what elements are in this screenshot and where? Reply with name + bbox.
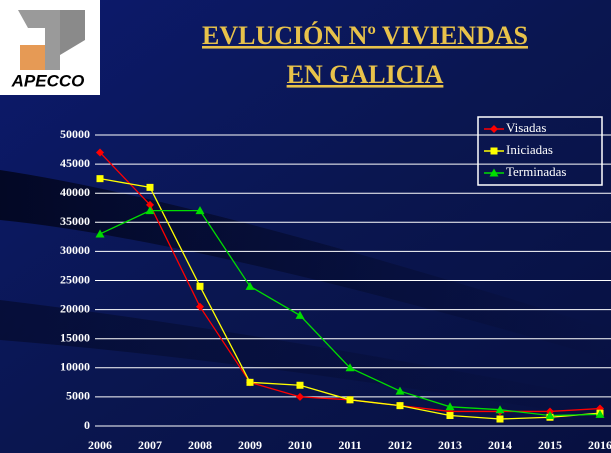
swoosh: [0, 170, 611, 360]
marker: [96, 148, 104, 157]
marker: [496, 415, 504, 423]
marker: [246, 378, 254, 386]
legend-marker: [490, 147, 498, 155]
marker: [245, 281, 255, 290]
marker: [196, 302, 204, 311]
logo: APECCO: [0, 0, 100, 95]
y-tick-label: 40000: [60, 185, 90, 199]
logo-text: APECCO: [11, 71, 85, 90]
legend-marker: [490, 125, 498, 133]
swoosh: [0, 300, 611, 420]
marker: [445, 402, 455, 411]
marker: [146, 200, 154, 209]
y-tick-label: 20000: [60, 301, 90, 315]
logo-shape: [18, 10, 60, 70]
x-tick-label: 2013: [438, 438, 462, 452]
marker: [96, 175, 104, 183]
marker: [345, 363, 355, 372]
marker: [346, 396, 354, 404]
legend-marker: [489, 168, 499, 177]
y-tick-label: 45000: [60, 156, 90, 170]
marker: [296, 381, 304, 389]
marker: [296, 392, 304, 401]
x-tick-label: 2009: [238, 438, 262, 452]
chart-title: EN GALICIA: [287, 60, 444, 89]
marker: [396, 402, 404, 410]
y-tick-label: 5000: [66, 389, 90, 403]
marker: [196, 282, 204, 290]
marker: [145, 206, 155, 215]
chart-title: EVLUCIÓN Nº VIVIENDAS: [202, 21, 528, 50]
marker: [395, 386, 405, 395]
x-tick-label: 2014: [488, 438, 512, 452]
marker: [195, 206, 205, 215]
y-tick-label: 15000: [60, 330, 90, 344]
legend-box: [477, 116, 603, 186]
logo-shape: [20, 45, 45, 70]
x-tick-label: 2012: [388, 438, 412, 452]
logo-shape: [60, 10, 85, 55]
marker: [95, 229, 105, 238]
legend-label: Iniciadas: [506, 142, 553, 157]
marker: [146, 183, 154, 191]
marker: [446, 412, 454, 420]
marker: [595, 409, 605, 418]
y-tick-label: 35000: [60, 214, 90, 228]
y-tick-label: 30000: [60, 243, 90, 257]
x-tick-label: 2011: [338, 438, 361, 452]
x-tick-label: 2016: [588, 438, 611, 452]
y-tick-label: 10000: [60, 360, 90, 374]
marker: [495, 405, 505, 414]
y-tick-label: 0: [84, 418, 90, 432]
marker: [295, 310, 305, 319]
y-tick-label: 50000: [60, 127, 90, 141]
x-tick-label: 2007: [138, 438, 162, 452]
x-tick-label: 2008: [188, 438, 212, 452]
x-tick-label: 2015: [538, 438, 562, 452]
legend-label: Terminadas: [506, 164, 566, 179]
x-tick-label: 2006: [88, 438, 112, 452]
legend-label: Visadas: [506, 120, 546, 135]
y-tick-label: 25000: [60, 272, 90, 286]
marker: [545, 411, 555, 420]
x-tick-label: 2010: [288, 438, 312, 452]
